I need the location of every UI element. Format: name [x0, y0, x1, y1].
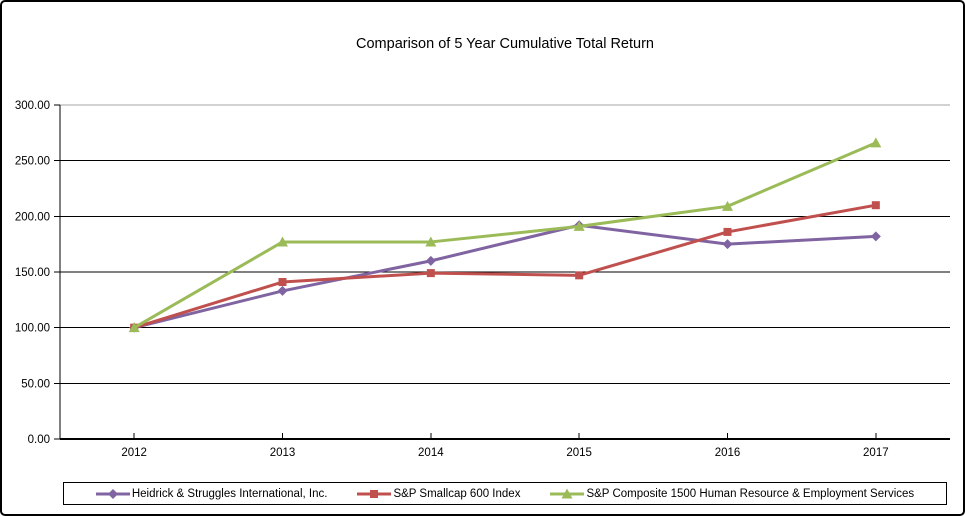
legend-label: S&P Composite 1500 Human Resource & Empl… — [586, 487, 915, 500]
svg-text:50.00: 50.00 — [21, 378, 50, 390]
svg-text:2016: 2016 — [715, 447, 741, 459]
legend-label: S&P Smallcap 600 Index — [393, 487, 521, 500]
chart-legend: Heidrick & Struggles International, Inc.… — [63, 482, 947, 505]
svg-text:100.00: 100.00 — [15, 323, 50, 335]
legend-entry-heidrick-struggles: Heidrick & Struggles International, Inc. — [95, 487, 328, 500]
legend-entry-sp-composite-1500: S&P Composite 1500 Human Resource & Empl… — [550, 488, 914, 500]
svg-text:150.00: 150.00 — [15, 267, 50, 279]
legend-entry-sp-smallcap-600: S&P Smallcap 600 Index — [357, 488, 520, 500]
svg-text:0.00: 0.00 — [28, 434, 50, 446]
legend-marker-diamond-icon — [95, 488, 130, 500]
svg-text:2015: 2015 — [566, 447, 592, 459]
legend-marker-triangle-icon — [550, 488, 585, 500]
legend-marker-square-icon — [357, 488, 392, 500]
svg-text:2013: 2013 — [270, 447, 296, 459]
svg-text:300.00: 300.00 — [15, 100, 50, 112]
svg-text:2014: 2014 — [418, 447, 444, 459]
svg-text:250.00: 250.00 — [15, 156, 50, 168]
svg-text:200.00: 200.00 — [15, 211, 50, 223]
svg-text:2017: 2017 — [863, 447, 889, 459]
legend-label: Heidrick & Struggles International, Inc. — [131, 487, 328, 500]
chart-title: Comparison of 5 Year Cumulative Total Re… — [356, 36, 654, 52]
svg-text:2012: 2012 — [121, 447, 147, 459]
